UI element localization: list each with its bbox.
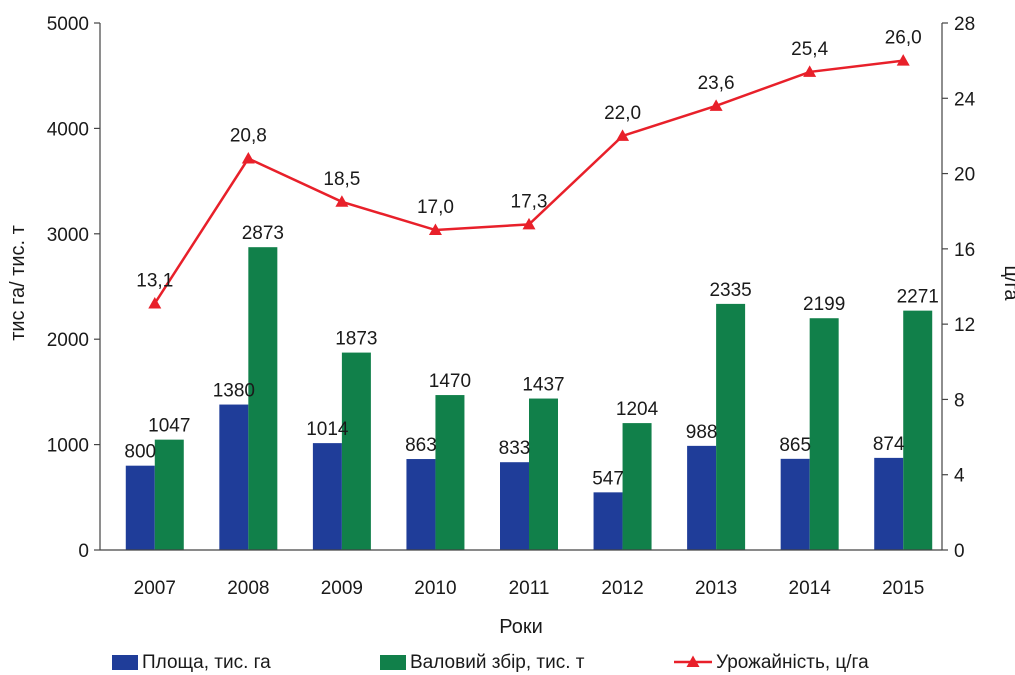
bar-label-harvest: 2335	[709, 280, 751, 301]
x-axis-ticks: 2007 2008 2009 2010 2011 2012 2013 2014 2015	[100, 549, 942, 599]
right-tick-label: 24	[954, 89, 976, 110]
x-tick-label: 2009	[321, 578, 363, 599]
left-tick-label: 1000	[47, 436, 89, 457]
bar-area	[874, 457, 904, 550]
data-labels: 800 1380 1014 863 833 547 988 865 874 1047 2873 187…	[124, 28, 938, 490]
right-tick-label: 16	[954, 240, 975, 261]
yield-point	[709, 99, 723, 111]
bar-harvest	[622, 423, 652, 550]
left-tick-label: 4000	[47, 119, 89, 140]
bar-label-area: 865	[779, 435, 811, 456]
bar-harvest	[341, 352, 371, 550]
yield-label: 17,0	[417, 197, 454, 218]
bar-label-area: 1380	[213, 381, 255, 402]
bar-harvest	[248, 247, 278, 551]
yield-point	[335, 195, 349, 207]
bar-label-harvest: 2873	[242, 223, 284, 244]
bar-label-area: 874	[873, 434, 905, 455]
bar-series	[125, 247, 933, 551]
legend-label-area: Площа, тис. га	[142, 652, 271, 673]
bar-harvest	[529, 398, 558, 550]
bar-label-area: 988	[686, 422, 718, 443]
legend-swatch-harvest	[380, 655, 406, 670]
yield-point	[148, 296, 162, 309]
legend-marker-yield	[686, 655, 700, 667]
yield-label: 20,8	[230, 126, 267, 147]
x-tick-label: 2014	[789, 578, 832, 599]
right-tick-label: 20	[954, 165, 975, 186]
bar-harvest	[435, 395, 465, 550]
legend-label-harvest: Валовий збір, тис. т	[410, 652, 585, 673]
right-axis: 0 4 8 12 16 20 24 28	[941, 14, 976, 562]
bar-harvest	[154, 439, 184, 550]
x-axis-title: Роки	[499, 616, 543, 638]
yield-point	[241, 152, 255, 164]
right-tick-label: 0	[954, 541, 965, 562]
right-tick-label: 28	[954, 14, 975, 35]
yield-point	[896, 54, 910, 66]
yield-point	[522, 217, 536, 230]
bar-label-area: 833	[499, 438, 531, 459]
yield-point	[803, 65, 817, 77]
yield-label: 22,0	[604, 103, 641, 124]
x-tick-label: 2010	[414, 578, 456, 599]
bar-label-harvest: 1437	[522, 375, 564, 396]
yield-label: 23,6	[698, 73, 735, 94]
bar-area	[593, 492, 623, 550]
bar-area	[406, 459, 436, 550]
bar-area	[687, 445, 717, 550]
bar-harvest	[716, 303, 746, 550]
right-tick-label: 12	[954, 315, 975, 336]
left-tick-label: 0	[78, 541, 89, 562]
x-tick-label: 2007	[134, 578, 176, 599]
bar-label-area: 547	[592, 468, 624, 489]
x-tick-label: 2011	[509, 578, 550, 599]
bar-label-harvest: 2271	[897, 287, 939, 308]
bar-label-harvest: 1204	[616, 399, 659, 420]
line-series	[148, 54, 910, 309]
bar-harvest	[809, 318, 839, 550]
bar-harvest	[903, 310, 933, 550]
x-tick-label: 2013	[695, 578, 737, 599]
yield-label: 25,4	[791, 39, 828, 60]
yield-point	[428, 223, 442, 236]
left-tick-label: 2000	[47, 330, 89, 351]
bar-area	[780, 458, 810, 550]
legend-swatch-area	[112, 655, 138, 670]
left-axis: 0 1000 2000 3000 4000 5000	[47, 14, 101, 562]
y-axis-title-right: ц/га	[1000, 266, 1015, 302]
legend: Площа, тис. га Валовий збір, тис. т Урож…	[112, 652, 869, 673]
bar-label-harvest: 1047	[148, 416, 190, 437]
bar-area	[312, 443, 342, 550]
bar-label-area: 800	[124, 442, 156, 463]
right-tick-label: 8	[954, 390, 965, 411]
legend-label-yield: Урожайність, ц/га	[716, 652, 869, 673]
x-tick-label: 2012	[601, 578, 643, 599]
bar-label-harvest: 1470	[429, 371, 471, 392]
left-tick-label: 3000	[47, 225, 89, 246]
left-tick-label: 5000	[47, 14, 89, 35]
bar-area	[125, 465, 155, 550]
x-tick-label: 2008	[227, 578, 269, 599]
bar-label-harvest: 1873	[335, 329, 377, 350]
right-tick-label: 4	[954, 466, 965, 487]
yield-label: 26,0	[885, 28, 922, 49]
y-axis-title-left: тис га/ тис. т	[7, 225, 29, 341]
yield-label: 13,1	[136, 270, 173, 291]
yield-label: 18,5	[323, 169, 360, 190]
yield-point	[616, 129, 630, 141]
bar-area	[219, 404, 249, 550]
bar-label-area: 863	[405, 435, 437, 456]
yield-label: 17,3	[511, 191, 548, 212]
bar-label-area: 1014	[306, 419, 349, 440]
x-tick-label: 2015	[882, 578, 924, 599]
bar-label-harvest: 2199	[803, 294, 845, 315]
bar-area	[500, 462, 529, 550]
